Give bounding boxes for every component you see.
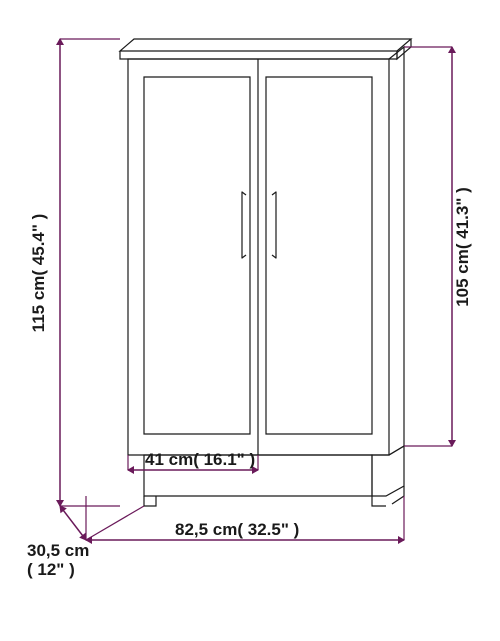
diagram-stage: 115 cm( 45.4" ) 105 cm( 41.3" ) 30,5 cm( 1… xyxy=(0,0,500,641)
height_doors-label: 105 cm( 41.3" ) xyxy=(453,187,472,307)
depth-label: 30,5 cm( 12" ) xyxy=(27,541,89,579)
door_width-label: 41 cm( 16.1" ) xyxy=(145,450,255,469)
dimension-diagram: 115 cm( 45.4" ) 105 cm( 41.3" ) 30,5 cm( 1… xyxy=(0,0,500,641)
height_total-label: 115 cm( 45.4" ) xyxy=(29,214,48,333)
cabinet-drawing xyxy=(120,39,411,506)
depth-line xyxy=(60,506,86,540)
width_total-label: 82,5 cm( 32.5" ) xyxy=(175,520,299,539)
